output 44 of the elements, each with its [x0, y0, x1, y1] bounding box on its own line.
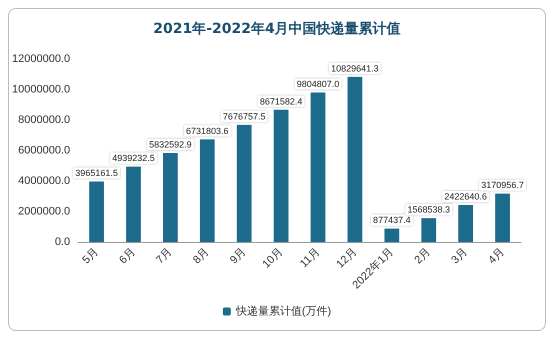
bar: [310, 92, 326, 242]
x-tick-label: 11月: [298, 246, 322, 270]
chart-title: 2021年-2022年4月中国快递量累计值: [153, 20, 401, 37]
data-label: 8671582.4: [260, 96, 302, 106]
x-tick-label: 9月: [228, 246, 248, 266]
bar: [163, 153, 178, 242]
y-tick-label: 8000000.0: [18, 114, 70, 126]
bar: [495, 194, 510, 242]
bar: [200, 139, 215, 242]
x-tick-label: 12月: [334, 246, 360, 271]
x-tick-label: 3月: [449, 246, 470, 266]
y-tick-label: 4000000.0: [18, 175, 70, 187]
x-tick-label: 2月: [412, 246, 433, 266]
bar: [348, 76, 362, 242]
data-label: 3170956.7: [481, 180, 524, 190]
data-label: 9804807.0: [296, 78, 340, 89]
x-tick-label: 4月: [486, 246, 507, 266]
x-tick-label: 5月: [80, 246, 101, 266]
y-tick-label: 10000000.0: [12, 84, 70, 96]
bar: [384, 228, 400, 242]
data-label: 2422640.6: [444, 192, 487, 202]
data-label: 3965161.5: [75, 168, 118, 178]
bar: [274, 110, 288, 242]
x-tick-label: 8月: [190, 246, 212, 266]
data-label: 4939232.5: [112, 153, 155, 164]
bar: [458, 205, 474, 242]
x-tick-label: 7月: [154, 246, 175, 266]
bar: [236, 124, 252, 242]
y-tick-label: 0.0: [54, 236, 70, 248]
data-label: 6731803.6: [186, 126, 229, 136]
x-tick-label: 6月: [117, 246, 138, 266]
bar: [126, 166, 141, 242]
y-tick-label: 2000000.0: [18, 206, 70, 218]
legend-label: 快递量累计值(万件): [234, 304, 332, 318]
data-label: 7676757.5: [222, 111, 266, 122]
data-label: 1568538.3: [407, 204, 450, 215]
y-tick-label: 6000000.0: [18, 144, 70, 156]
y-tick-label: 12000000.0: [12, 53, 70, 65]
bar: [89, 182, 104, 242]
x-tick-label: 10月: [260, 246, 286, 271]
data-label: 5832592.9: [149, 140, 192, 150]
data-label: 10829641.3: [331, 63, 379, 74]
data-label: 877437.4: [373, 215, 411, 226]
bar: [421, 218, 436, 242]
